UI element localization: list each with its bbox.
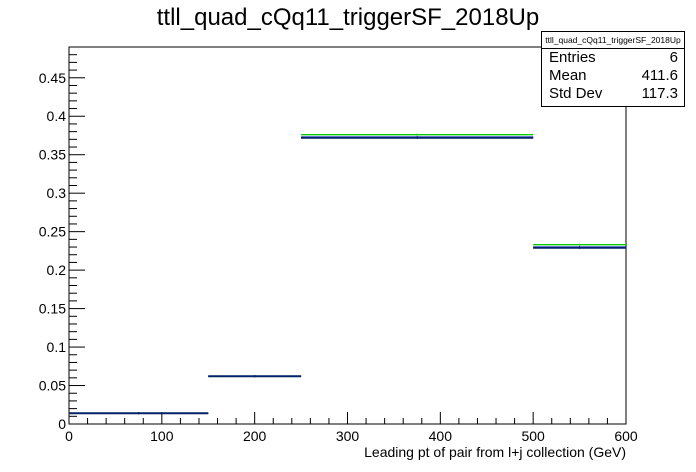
x-axis-label: Leading pt of pair from l+j collection (… xyxy=(364,444,626,460)
x-tick-label: 600 xyxy=(614,428,638,444)
y-tick-label: 0.45 xyxy=(39,70,66,86)
y-tick-label: 0.2 xyxy=(47,262,67,278)
y-tick-label: 0 xyxy=(58,416,66,432)
stddev-value: 117.3 xyxy=(641,85,678,102)
stats-box-name: ttll_quad_cQq11_triggerSF_2018Up xyxy=(542,32,684,49)
x-axis: 0 100 200 300 400 500 600 xyxy=(65,412,638,444)
histogram-series xyxy=(69,133,626,415)
stats-box: ttll_quad_cQq11_triggerSF_2018Up Entries… xyxy=(541,31,685,107)
y-tick-label: 0.3 xyxy=(47,185,67,201)
y-tick-label: 0.25 xyxy=(39,224,66,240)
y-tick-label: 0.4 xyxy=(47,108,67,124)
y-tick-label: 0.05 xyxy=(39,378,66,394)
y-axis: 0 0.05 0.1 0.15 0.2 0.25 0.3 0.35 0.4 0.45 xyxy=(39,46,85,432)
x-tick-label: 0 xyxy=(65,428,73,444)
chart-title: ttll_quad_cQq11_triggerSF_2018Up xyxy=(156,4,540,31)
x-tick-label: 500 xyxy=(521,428,545,444)
x-tick-label: 100 xyxy=(150,428,174,444)
y-tick-label: 0.1 xyxy=(47,339,67,355)
y-tick-label: 0.15 xyxy=(39,301,66,317)
entries-label: Entries xyxy=(549,49,596,66)
mean-label: Mean xyxy=(549,67,587,84)
entries-value: 6 xyxy=(669,49,678,66)
stats-row-stddev: Std Dev 117.3 xyxy=(542,85,684,103)
x-tick-label: 200 xyxy=(243,428,267,444)
mean-value: 411.6 xyxy=(641,67,678,84)
stddev-label: Std Dev xyxy=(549,85,603,102)
x-tick-label: 300 xyxy=(336,428,360,444)
stats-row-entries: Entries 6 xyxy=(542,49,684,67)
y-tick-label: 0.35 xyxy=(39,147,66,163)
stats-row-mean: Mean 411.6 xyxy=(542,67,684,85)
x-tick-label: 400 xyxy=(429,428,453,444)
